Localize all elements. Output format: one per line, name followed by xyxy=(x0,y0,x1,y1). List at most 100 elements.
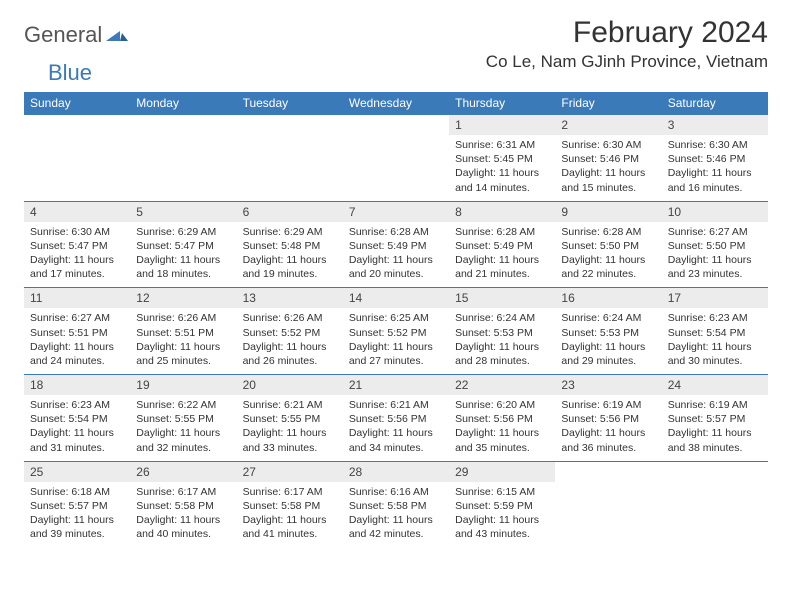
day-detail-row: Sunrise: 6:27 AM Sunset: 5:51 PM Daylight:… xyxy=(24,308,768,374)
daylight-text: Daylight: 11 hours and 26 minutes. xyxy=(243,341,327,367)
daylight-text: Daylight: 11 hours and 24 minutes. xyxy=(30,341,114,367)
day-number-cell: 4 xyxy=(24,201,130,222)
day-detail-cell: Sunrise: 6:21 AMSunset: 5:55 PMDaylight:… xyxy=(237,395,343,461)
day-number-row: 123 xyxy=(24,115,768,136)
daylight-text: Daylight: 11 hours and 33 minutes. xyxy=(243,427,327,453)
sunrise-text: Sunrise: 6:29 AM xyxy=(243,226,323,238)
calendar-page: General February 2024 Co Le, Nam GJinh P… xyxy=(0,0,792,564)
day-detail-row: Sunrise: 6:23 AM Sunset: 5:54 PM Daylight:… xyxy=(24,395,768,461)
day-detail-cell: Sunrise: 6:25 AMSunset: 5:52 PMDaylight:… xyxy=(343,308,449,374)
day-number-cell: 14 xyxy=(343,288,449,309)
daylight-text: Daylight: 11 hours and 38 minutes. xyxy=(668,427,752,453)
sunset-text: Sunset: 5:51 PM xyxy=(136,327,214,339)
daylight-text: Daylight: 11 hours and 32 minutes. xyxy=(136,427,220,453)
daylight-text: Daylight: 11 hours and 28 minutes. xyxy=(455,341,539,367)
sunrise-text: Sunrise: 6:28 AM xyxy=(349,226,429,238)
day-number-cell: 3 xyxy=(662,115,768,136)
daylight-text: Daylight: 11 hours and 42 minutes. xyxy=(349,514,433,540)
sunset-text: Sunset: 5:56 PM xyxy=(455,413,533,425)
day-detail-cell: Sunrise: 6:29 AMSunset: 5:48 PMDaylight:… xyxy=(237,222,343,288)
sunrise-text: Sunrise: 6:18 AM xyxy=(30,486,110,498)
day-number-cell: 12 xyxy=(130,288,236,309)
sunset-text: Sunset: 5:46 PM xyxy=(561,153,639,165)
title-block: February 2024 Co Le, Nam GJinh Province,… xyxy=(486,16,768,72)
calendar-header-row: SundayMondayTuesdayWednesdayThursdayFrid… xyxy=(24,92,768,115)
sunset-text: Sunset: 5:50 PM xyxy=(561,240,639,252)
daylight-text: Daylight: 11 hours and 16 minutes. xyxy=(668,167,752,193)
daylight-text: Daylight: 11 hours and 20 minutes. xyxy=(349,254,433,280)
daylight-text: Daylight: 11 hours and 41 minutes. xyxy=(243,514,327,540)
sunset-text: Sunset: 5:53 PM xyxy=(561,327,639,339)
sunrise-text: Sunrise: 6:26 AM xyxy=(136,312,216,324)
sunrise-text: Sunrise: 6:24 AM xyxy=(455,312,535,324)
day-detail-cell xyxy=(662,482,768,548)
logo-text-general: General xyxy=(24,22,102,48)
sunrise-text: Sunrise: 6:28 AM xyxy=(455,226,535,238)
sunset-text: Sunset: 5:47 PM xyxy=(30,240,108,252)
daylight-text: Daylight: 11 hours and 14 minutes. xyxy=(455,167,539,193)
day-number-row: 11121314151617 xyxy=(24,288,768,309)
sunrise-text: Sunrise: 6:27 AM xyxy=(30,312,110,324)
sunrise-text: Sunrise: 6:17 AM xyxy=(136,486,216,498)
sunset-text: Sunset: 5:45 PM xyxy=(455,153,533,165)
day-number-cell: 10 xyxy=(662,201,768,222)
day-detail-cell: Sunrise: 6:30 AMSunset: 5:47 PMDaylight:… xyxy=(24,222,130,288)
day-number-cell: 16 xyxy=(555,288,661,309)
day-number-cell: 9 xyxy=(555,201,661,222)
day-detail-cell xyxy=(237,135,343,201)
sunrise-text: Sunrise: 6:25 AM xyxy=(349,312,429,324)
sunset-text: Sunset: 5:52 PM xyxy=(243,327,321,339)
sunset-text: Sunset: 5:55 PM xyxy=(243,413,321,425)
sunset-text: Sunset: 5:56 PM xyxy=(349,413,427,425)
weekday-header: Sunday xyxy=(24,92,130,115)
sunset-text: Sunset: 5:57 PM xyxy=(668,413,746,425)
weekday-header: Saturday xyxy=(662,92,768,115)
location-text: Co Le, Nam GJinh Province, Vietnam xyxy=(486,52,768,72)
day-number-cell: 6 xyxy=(237,201,343,222)
day-number-cell: 13 xyxy=(237,288,343,309)
day-detail-cell: Sunrise: 6:30 AMSunset: 5:46 PMDaylight:… xyxy=(555,135,661,201)
sunrise-text: Sunrise: 6:15 AM xyxy=(455,486,535,498)
daylight-text: Daylight: 11 hours and 27 minutes. xyxy=(349,341,433,367)
sunrise-text: Sunrise: 6:21 AM xyxy=(349,399,429,411)
day-detail-cell: Sunrise: 6:26 AMSunset: 5:51 PMDaylight:… xyxy=(130,308,236,374)
day-detail-cell: Sunrise: 6:19 AMSunset: 5:56 PMDaylight:… xyxy=(555,395,661,461)
day-number-cell xyxy=(237,115,343,136)
day-number-cell: 29 xyxy=(449,461,555,482)
day-number-row: 18192021222324 xyxy=(24,375,768,396)
sunrise-text: Sunrise: 6:16 AM xyxy=(349,486,429,498)
logo: General xyxy=(24,16,130,48)
sunset-text: Sunset: 5:54 PM xyxy=(668,327,746,339)
daylight-text: Daylight: 11 hours and 43 minutes. xyxy=(455,514,539,540)
sunrise-text: Sunrise: 6:29 AM xyxy=(136,226,216,238)
day-number-cell xyxy=(343,115,449,136)
day-detail-cell: Sunrise: 6:31 AM Sunset: 5:45 PM Daylight:… xyxy=(449,135,555,201)
day-detail-cell: Sunrise: 6:30 AMSunset: 5:46 PMDaylight:… xyxy=(662,135,768,201)
daylight-text: Daylight: 11 hours and 21 minutes. xyxy=(455,254,539,280)
sunset-text: Sunset: 5:47 PM xyxy=(136,240,214,252)
day-number-cell: 11 xyxy=(24,288,130,309)
day-detail-cell: Sunrise: 6:18 AMSunset: 5:57 PMDaylight:… xyxy=(24,482,130,548)
daylight-text: Daylight: 11 hours and 29 minutes. xyxy=(561,341,645,367)
daylight-text: Daylight: 11 hours and 30 minutes. xyxy=(668,341,752,367)
daylight-text: Daylight: 11 hours and 23 minutes. xyxy=(668,254,752,280)
day-detail-cell: Sunrise: 6:19 AMSunset: 5:57 PMDaylight:… xyxy=(662,395,768,461)
logo-text-blue: Blue xyxy=(48,60,92,86)
sunset-text: Sunset: 5:58 PM xyxy=(136,500,214,512)
sunset-text: Sunset: 5:54 PM xyxy=(30,413,108,425)
day-number-cell: 22 xyxy=(449,375,555,396)
day-number-cell xyxy=(130,115,236,136)
daylight-text: Daylight: 11 hours and 39 minutes. xyxy=(30,514,114,540)
weekday-header: Thursday xyxy=(449,92,555,115)
day-number-cell: 23 xyxy=(555,375,661,396)
day-detail-cell: Sunrise: 6:20 AMSunset: 5:56 PMDaylight:… xyxy=(449,395,555,461)
sunrise-text: Sunrise: 6:30 AM xyxy=(30,226,110,238)
sunrise-text: Sunrise: 6:31 AM xyxy=(455,139,535,151)
sunset-text: Sunset: 5:48 PM xyxy=(243,240,321,252)
sunrise-text: Sunrise: 6:23 AM xyxy=(30,399,110,411)
day-number-cell: 2 xyxy=(555,115,661,136)
day-number-cell: 26 xyxy=(130,461,236,482)
month-title: February 2024 xyxy=(486,16,768,50)
day-number-cell: 1 xyxy=(449,115,555,136)
day-detail-cell: Sunrise: 6:21 AMSunset: 5:56 PMDaylight:… xyxy=(343,395,449,461)
